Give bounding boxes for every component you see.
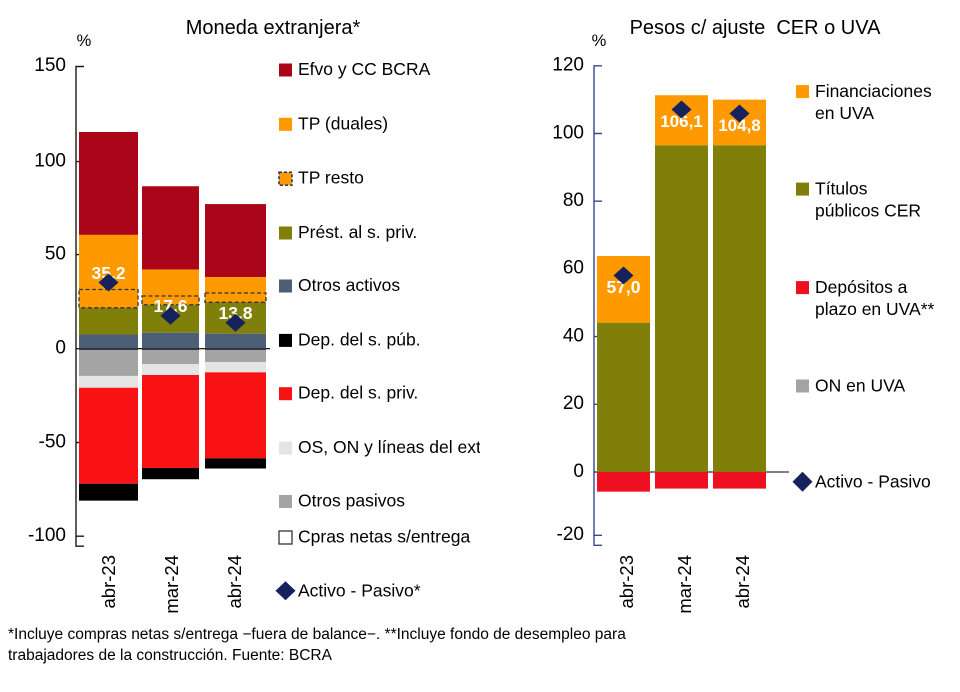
svg-text:100: 100	[34, 151, 66, 172]
svg-text:Activo - Pasivo*: Activo - Pasivo*	[298, 580, 421, 600]
svg-text:-50: -50	[39, 432, 66, 453]
svg-text:Moneda extranjera*: Moneda extranjera*	[186, 17, 361, 39]
svg-text:Prést. al s. priv.: Prést. al s. priv.	[298, 222, 417, 242]
svg-text:Otros pasivos: Otros pasivos	[298, 491, 405, 511]
svg-text:0: 0	[55, 338, 66, 359]
svg-text:150: 150	[34, 55, 66, 76]
svg-text:TP (duales): TP (duales)	[298, 113, 388, 133]
svg-text:Activo - Pasivo: Activo - Pasivo	[815, 472, 931, 492]
svg-text:%: %	[592, 32, 607, 50]
svg-text:Cpras netas s/entrega: Cpras netas s/entrega	[298, 527, 470, 547]
svg-text:Títulos: Títulos	[815, 179, 868, 199]
svg-text:60: 60	[563, 258, 584, 279]
svg-text:-100: -100	[28, 525, 66, 546]
svg-text:%: %	[77, 32, 92, 50]
svg-text:20: 20	[563, 393, 584, 414]
svg-text:ON en UVA: ON en UVA	[815, 376, 905, 396]
svg-text:abr-23: abr-23	[98, 555, 119, 608]
svg-text:plazo en UVA**: plazo en UVA**	[815, 299, 935, 319]
svg-text:Depósitos a: Depósitos a	[815, 277, 908, 297]
svg-text:abr-23: abr-23	[616, 555, 637, 608]
svg-text:públicos CER: públicos CER	[815, 201, 921, 221]
svg-text:Pesos c/ ajuste CER o UVA: Pesos c/ ajuste CER o UVA	[630, 17, 882, 39]
svg-text:abr-24: abr-24	[732, 555, 753, 608]
svg-text:Efvo y CC BCRA: Efvo y CC BCRA	[298, 59, 431, 79]
svg-text:Dep. del s. priv.: Dep. del s. priv.	[298, 383, 418, 403]
svg-text:abr-24: abr-24	[224, 555, 245, 608]
svg-text:50: 50	[45, 244, 66, 265]
svg-text:Dep. del s. púb.: Dep. del s. púb.	[298, 329, 421, 349]
svg-text:TP resto: TP resto	[298, 168, 364, 188]
svg-text:Financiaciones: Financiaciones	[815, 81, 932, 101]
svg-text:40: 40	[563, 325, 584, 346]
svg-text:0: 0	[573, 461, 584, 482]
svg-text:80: 80	[563, 190, 584, 211]
svg-text:-20: -20	[557, 524, 584, 545]
svg-text:en UVA: en UVA	[815, 103, 874, 123]
svg-text:120: 120	[552, 55, 584, 76]
svg-text:mar-24: mar-24	[161, 555, 182, 614]
svg-text:OS, ON y líneas del ext.: OS, ON y líneas del ext.	[298, 437, 480, 457]
svg-text:Otros activos: Otros activos	[298, 275, 400, 295]
svg-text:mar-24: mar-24	[674, 555, 695, 614]
svg-text:100: 100	[552, 122, 584, 143]
